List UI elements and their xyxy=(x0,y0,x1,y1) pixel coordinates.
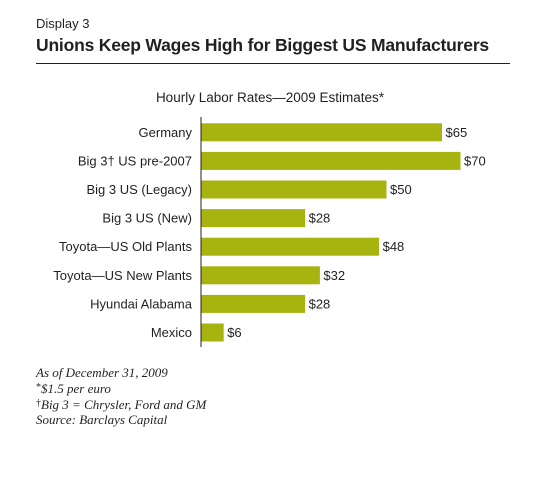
value-label: $6 xyxy=(227,325,241,340)
value-label: $32 xyxy=(323,268,345,283)
category-label: Hyundai Alabama xyxy=(90,296,193,311)
bar xyxy=(201,209,306,228)
value-label: $50 xyxy=(390,182,412,197)
category-label: Big 3 US (Legacy) xyxy=(87,182,193,197)
bar xyxy=(201,123,442,142)
category-label: Toyota—US Old Plants xyxy=(59,239,192,254)
bar xyxy=(201,323,224,342)
value-label: $28 xyxy=(309,296,331,311)
category-label: Big 3 US (New) xyxy=(102,211,192,226)
chart-title: Hourly Labor Rates—2009 Estimates* xyxy=(156,90,385,105)
page-title: Unions Keep Wages High for Biggest US Ma… xyxy=(36,35,489,55)
note-dagger: †Big 3 = Chrysler, Ford and GM xyxy=(36,396,206,412)
value-label: $70 xyxy=(464,153,486,168)
value-label: $48 xyxy=(383,239,405,254)
note-star-text: $1.5 per euro xyxy=(41,381,111,396)
note-dagger-mark: † xyxy=(36,398,41,409)
bar xyxy=(201,266,320,285)
bar xyxy=(201,294,306,313)
value-label: $28 xyxy=(309,211,331,226)
category-label: Germany xyxy=(139,125,193,140)
footnotes: As of December 31, 2009 *$1.5 per euro †… xyxy=(36,365,206,427)
bar xyxy=(201,237,380,256)
category-label: Toyota—US New Plants xyxy=(53,268,192,283)
note-source: Source: Barclays Capital xyxy=(36,412,168,427)
note-star-mark: * xyxy=(36,382,41,393)
bar xyxy=(201,151,461,170)
note-dagger-text: Big 3 = Chrysler, Ford and GM xyxy=(41,397,207,412)
title-rule xyxy=(36,63,510,64)
category-label: Mexico xyxy=(151,325,192,340)
note-date: As of December 31, 2009 xyxy=(36,365,168,380)
display-label: Display 3 xyxy=(36,16,90,31)
category-label: Big 3† US pre-2007 xyxy=(78,153,192,168)
bar xyxy=(201,180,387,199)
value-label: $65 xyxy=(446,125,468,140)
bar-chart: Hourly Labor Rates—2009 Estimates* Germa… xyxy=(53,90,486,347)
note-star: *$1.5 per euro xyxy=(36,380,206,396)
